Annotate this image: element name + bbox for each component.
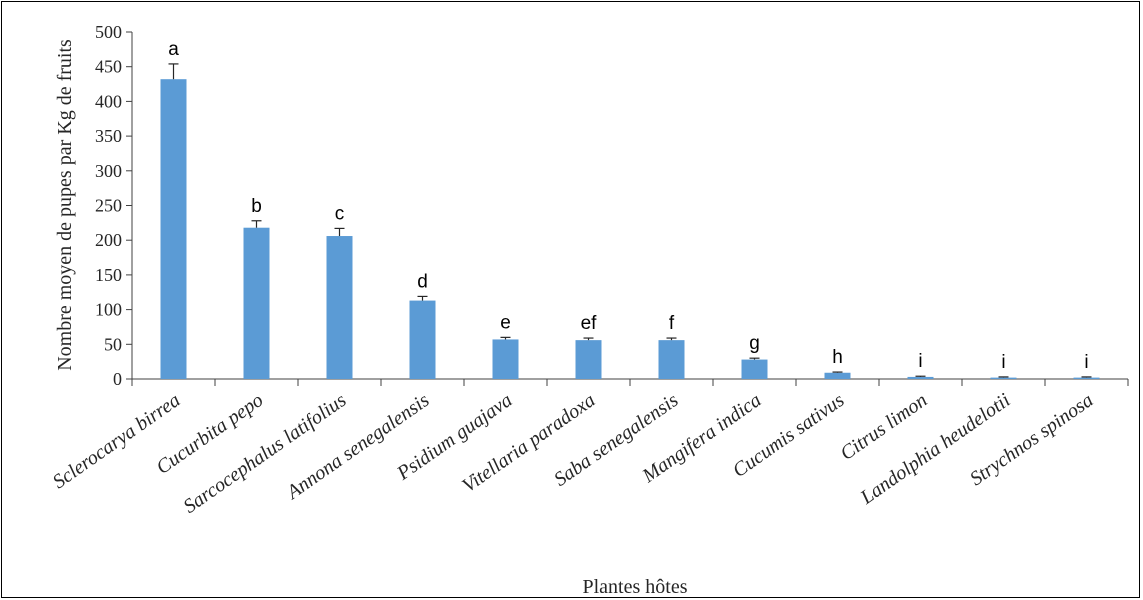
bar	[824, 372, 851, 379]
y-tick-label: 500	[95, 22, 122, 42]
significance-letter: i	[1084, 352, 1088, 373]
significance-letter: i	[1001, 352, 1005, 373]
significance-letter: ef	[581, 313, 598, 334]
y-tick-label: 250	[95, 196, 122, 216]
bar	[741, 359, 768, 379]
category-label: Annona senegalensis	[281, 389, 433, 505]
y-tick-label: 350	[95, 126, 122, 146]
bar	[907, 376, 934, 379]
bar	[492, 339, 519, 379]
bar	[409, 300, 436, 379]
x-axis	[131, 378, 1129, 386]
significance-letter: a	[168, 39, 179, 60]
y-tick-label: 200	[95, 230, 122, 250]
bar	[658, 340, 685, 379]
y-tick-label: 0	[113, 369, 122, 389]
significance-letter: f	[669, 313, 675, 334]
bar	[1073, 377, 1100, 379]
significance-letter: i	[918, 351, 922, 372]
bar	[990, 377, 1017, 379]
y-tick-label: 450	[95, 57, 122, 77]
x-axis-label: Plantes hôtes	[583, 576, 688, 598]
bar	[160, 79, 187, 379]
y-tick-label: 100	[95, 300, 122, 320]
y-axis-label: Nombre moyen de pupes par Kg de fruits	[54, 39, 76, 371]
category-label: Landolphia heudelotii	[856, 389, 1015, 509]
bar	[243, 227, 270, 379]
significance-letter: b	[251, 196, 262, 217]
significance-letter: g	[749, 333, 760, 354]
y-tick-label: 300	[95, 161, 122, 181]
significance-letter: h	[832, 347, 843, 368]
bar	[575, 340, 602, 379]
significance-letter: c	[335, 203, 345, 224]
y-axis: 0 50 100 150 200 250 300 350 400 450 500	[95, 22, 133, 389]
y-tick-label: 50	[104, 334, 122, 354]
significance-letter: d	[417, 271, 428, 292]
significance-letter: e	[500, 312, 511, 333]
y-tick-label: 400	[95, 91, 122, 111]
bar	[326, 236, 353, 379]
y-tick-label: 150	[95, 265, 122, 285]
bars: a b c d e ef f g h i i i	[160, 39, 1100, 379]
